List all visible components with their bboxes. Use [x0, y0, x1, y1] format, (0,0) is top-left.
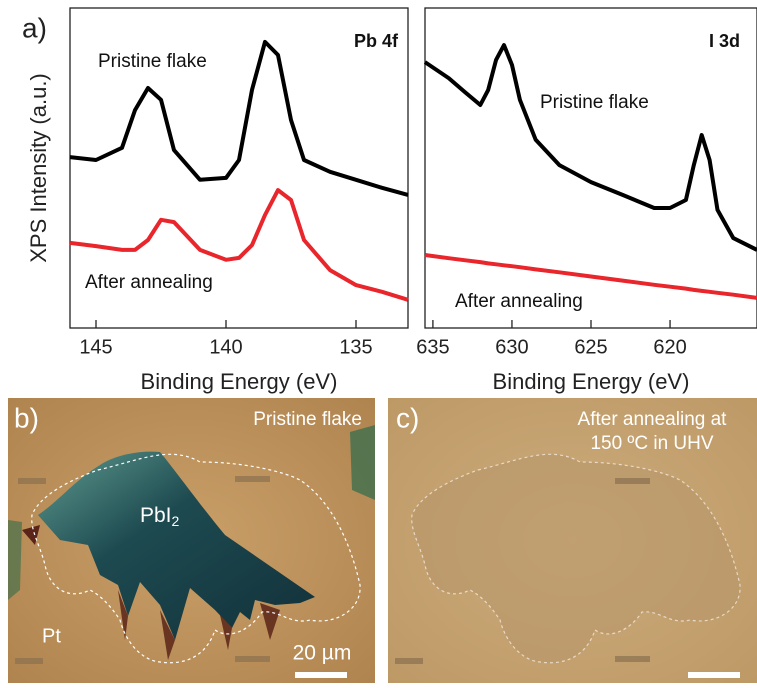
x-tick-label: 630: [495, 336, 528, 358]
panel-label: a): [22, 12, 47, 43]
x-tick-label: 620: [653, 336, 686, 358]
caption: 150 ºC in UHV: [590, 433, 713, 454]
chart-title: I 3d: [709, 31, 740, 51]
micrograph-c: c) After annealing at 150 ºC in UHV: [388, 398, 757, 683]
series-line: [69, 39, 409, 197]
x-tick-label: 635: [416, 336, 449, 358]
panel-label: c): [396, 402, 419, 433]
series-label: Pristine flake: [540, 92, 649, 113]
markers: [395, 478, 650, 664]
scale-bar: [295, 672, 347, 678]
scale-label: 20 µm: [293, 642, 352, 665]
y-axis-label: XPS Intensity (a.u.): [26, 73, 51, 263]
series-line: [424, 253, 757, 300]
caption: Pristine flake: [253, 409, 362, 430]
series-label: Pristine flake: [98, 51, 207, 72]
image-feature: [350, 425, 375, 500]
material-label: PbI2: [140, 504, 180, 529]
x-tick-label: 135: [339, 336, 372, 358]
x-tick-label: 625: [574, 336, 607, 358]
series-label: After annealing: [85, 272, 213, 293]
markers: [15, 476, 270, 664]
x-axis-label: Binding Energy (eV): [493, 369, 690, 394]
x-tick-label: 145: [79, 336, 112, 358]
plot-frame: [69, 7, 409, 329]
series-line: [69, 188, 409, 302]
flake: [38, 451, 315, 640]
series-line: [423, 43, 757, 252]
substrate-label: Pt: [42, 625, 61, 647]
subscript: 2: [172, 513, 180, 529]
flake-outline: [411, 453, 741, 664]
x-axis-label: Binding Energy (eV): [141, 369, 338, 394]
x-tick-label: 140: [209, 336, 242, 358]
series-label: After annealing: [455, 291, 583, 312]
plot-frame: [424, 7, 757, 329]
scale-bar: [688, 672, 740, 678]
flake-edge: [22, 525, 40, 545]
micrograph-b: b) Pristine flake PbI2 Pt 20 µm: [8, 398, 375, 683]
image-feature: [8, 520, 22, 600]
material: PbI: [140, 504, 172, 527]
flake-outline: [31, 453, 361, 664]
caption: After annealing at: [578, 409, 728, 430]
chart-title: Pb 4f: [354, 31, 399, 51]
panel-label: b): [14, 402, 39, 433]
